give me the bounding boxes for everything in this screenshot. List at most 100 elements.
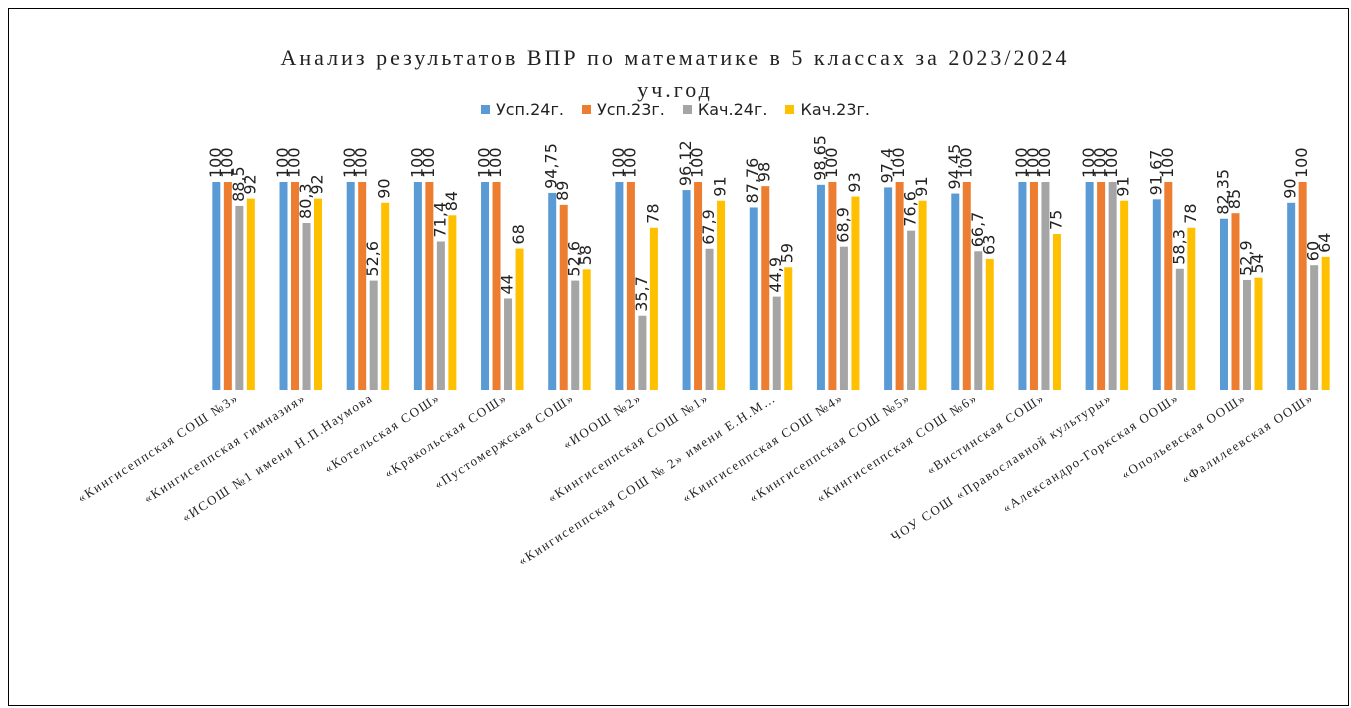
data-label: 100 xyxy=(1012,147,1031,178)
legend-label: Усп.23г. xyxy=(596,100,665,119)
bar xyxy=(761,186,770,390)
legend-item: Кач.23г. xyxy=(785,100,870,119)
bar xyxy=(381,202,390,390)
data-label: 85 xyxy=(1225,189,1244,209)
data-label: 100 xyxy=(609,147,628,178)
data-label: 100 xyxy=(620,147,639,178)
bar xyxy=(212,182,221,390)
data-label: 100 xyxy=(1292,147,1311,178)
data-label: 100 xyxy=(1035,147,1054,178)
bar xyxy=(1219,218,1228,390)
bar xyxy=(851,196,860,390)
data-label: 78 xyxy=(643,203,662,223)
bar xyxy=(962,182,971,390)
data-label: 100 xyxy=(1091,147,1110,178)
data-label: 52,6 xyxy=(565,241,584,277)
bar xyxy=(302,222,311,390)
bar xyxy=(626,182,635,390)
bar xyxy=(705,248,714,390)
data-label: 58 xyxy=(576,245,595,265)
data-label: 100 xyxy=(475,147,494,178)
bar xyxy=(985,258,994,390)
bar xyxy=(1175,268,1184,390)
data-label: 91 xyxy=(711,176,730,196)
bar xyxy=(1298,182,1307,390)
bar xyxy=(1254,277,1263,390)
bar xyxy=(1321,256,1330,390)
data-label: 58,3 xyxy=(1169,229,1188,265)
data-label: 91 xyxy=(1114,176,1133,196)
bar xyxy=(1097,182,1106,390)
bar xyxy=(358,182,367,390)
data-label: 59 xyxy=(778,243,797,263)
data-label: 100 xyxy=(1158,147,1177,178)
data-label: 92 xyxy=(308,174,327,194)
data-label: 68 xyxy=(509,224,528,244)
bar xyxy=(279,182,288,390)
data-label: 100 xyxy=(1102,147,1121,178)
legend-swatch xyxy=(785,105,795,114)
legend-label: Усп.24г. xyxy=(495,100,564,119)
bar xyxy=(223,182,232,390)
data-label: 94,75 xyxy=(542,143,561,189)
data-label: 52,6 xyxy=(363,241,382,277)
data-label: 100 xyxy=(956,147,975,178)
data-label: 63 xyxy=(979,235,998,255)
bar xyxy=(895,182,904,390)
bar xyxy=(682,190,691,390)
data-label: 80,3 xyxy=(296,183,315,219)
bar xyxy=(828,182,837,390)
bar xyxy=(582,269,591,390)
bar xyxy=(1052,234,1061,390)
data-label: 64 xyxy=(1315,233,1334,253)
data-label: 44 xyxy=(498,274,517,294)
bar xyxy=(413,182,422,390)
data-label: 97,4 xyxy=(878,148,897,184)
x-tick-label: «Кракольская СОШ» xyxy=(381,390,510,481)
data-label: 67,9 xyxy=(699,209,718,245)
bar xyxy=(492,182,501,390)
bar xyxy=(649,227,658,390)
data-label: 35,7 xyxy=(632,276,651,312)
bar xyxy=(559,204,568,390)
bar xyxy=(425,182,434,390)
bar xyxy=(884,187,893,390)
legend-item: Усп.23г. xyxy=(581,100,665,119)
data-label: 44,9 xyxy=(766,257,785,293)
legend: Усп.24г. Усп.23г. Кач.24г. Кач.23г. xyxy=(0,100,1351,119)
bar xyxy=(291,182,300,390)
legend-swatch xyxy=(581,105,591,114)
bar xyxy=(1120,200,1129,390)
data-label: 100 xyxy=(688,147,707,178)
data-label: 94,45 xyxy=(945,144,964,190)
data-label: 100 xyxy=(407,147,426,178)
bar xyxy=(749,207,758,390)
bar xyxy=(784,267,793,390)
bar xyxy=(1108,182,1117,390)
data-label: 100 xyxy=(1079,147,1098,178)
data-label: 52,9 xyxy=(1236,240,1255,276)
data-label: 100 xyxy=(206,147,225,178)
chart-frame xyxy=(8,8,1349,706)
legend-label: Кач.24г. xyxy=(697,100,768,119)
data-label: 75 xyxy=(1046,210,1065,230)
bar xyxy=(1287,202,1296,390)
data-label: 100 xyxy=(285,147,304,178)
data-label: 68,9 xyxy=(833,207,852,243)
bar xyxy=(1187,227,1196,390)
bar xyxy=(571,280,580,390)
data-label: 71,4 xyxy=(430,202,449,238)
data-label: 100 xyxy=(1023,147,1042,178)
bar xyxy=(235,205,244,390)
bar xyxy=(816,184,825,390)
bar xyxy=(346,182,355,390)
data-label: 89 xyxy=(553,181,572,201)
bar xyxy=(974,251,983,390)
bar xyxy=(369,280,378,390)
bar xyxy=(1231,213,1240,390)
bar xyxy=(694,182,703,390)
data-label: 100 xyxy=(822,147,841,178)
data-label: 60 xyxy=(1304,241,1323,261)
bar xyxy=(839,246,848,390)
